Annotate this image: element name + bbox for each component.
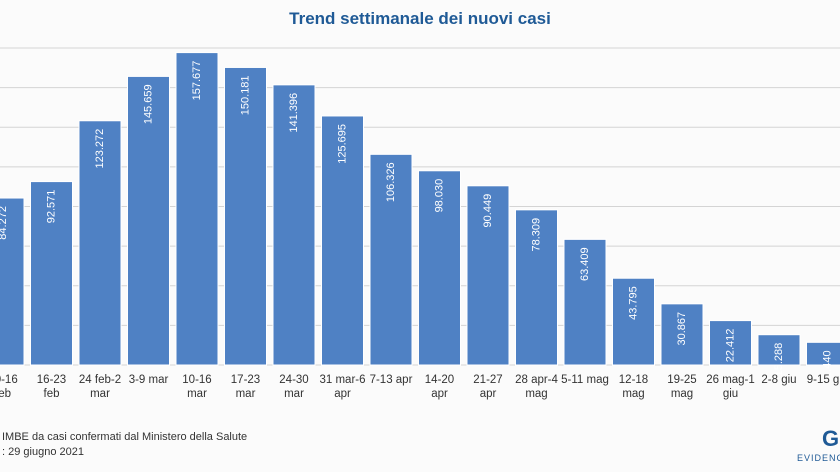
bar — [660, 303, 704, 366]
value-label: 145.659 — [142, 84, 154, 124]
bar — [806, 341, 840, 366]
x-tick-label: 3-9 mar — [129, 374, 169, 386]
x-tick-label: 24-30 mar — [279, 374, 308, 400]
chart-title: Trend settimanale dei nuovi casi — [289, 9, 551, 28]
value-label: 78.309 — [530, 218, 542, 252]
value-label: 84.272 — [0, 206, 9, 240]
value-label: 98.030 — [433, 179, 445, 213]
bar — [563, 238, 607, 366]
bar — [757, 334, 801, 366]
logo: GIMBE — [822, 426, 840, 451]
value-label: 15.288 — [773, 343, 785, 377]
value-label: 90.449 — [482, 194, 494, 228]
bar — [78, 120, 122, 366]
x-tick-label: 5-11 mag — [561, 374, 609, 386]
x-tick-label: 14-20 apr — [425, 374, 454, 400]
x-tick-label: 2-8 giu — [761, 374, 796, 386]
value-label: 11.440 — [821, 350, 833, 383]
x-tick-label: 19-25 mag — [667, 374, 696, 400]
value-label: 30.867 — [676, 312, 688, 346]
x-tick-label: 16-23 feb — [37, 374, 66, 400]
bar — [709, 320, 752, 366]
value-label: 123.272 — [94, 129, 106, 169]
value-label: 63.409 — [579, 247, 591, 281]
x-tick-label: 12-18 mag — [619, 374, 648, 400]
value-label: 106.326 — [385, 162, 397, 202]
x-tick-label: 28 apr-4 mag — [515, 374, 558, 400]
bar — [224, 66, 267, 366]
bar — [127, 75, 170, 366]
bar — [272, 84, 316, 366]
value-label: 92.571 — [45, 190, 57, 224]
x-tick-label: 10-16 mar — [182, 374, 211, 400]
value-label: 141.396 — [288, 93, 300, 133]
bar — [369, 153, 413, 366]
bar — [321, 115, 364, 366]
x-tick-label: 31 mar-6 apr — [319, 374, 365, 400]
bar — [515, 209, 558, 366]
bar — [612, 277, 655, 366]
x-tick-label: 7-13 apr — [370, 374, 413, 386]
bar — [30, 181, 73, 366]
x-tick-label: 17-23 mar — [231, 374, 260, 400]
x-tick-label: 9-15 giu — [807, 374, 840, 386]
source-line: : 29 giugno 2021 — [2, 446, 84, 458]
source-line: IMBE da casi confermati dal Ministero de… — [2, 431, 247, 443]
logo-sub: EVIDENCE — [797, 453, 840, 463]
value-label: 150.181 — [239, 75, 251, 115]
value-label: 22.412 — [724, 329, 736, 363]
x-tick-label: 26 mag-1 giu — [706, 374, 755, 400]
bar — [466, 185, 510, 366]
x-tick-label: 10-16feb — [0, 374, 18, 400]
bar — [175, 52, 219, 366]
value-label: 43.795 — [627, 286, 639, 320]
bar — [0, 197, 25, 366]
value-label: 125.695 — [336, 124, 348, 164]
x-tick-label: 21-27 apr — [473, 374, 502, 400]
x-tick-label: 24 feb-2 mar — [79, 374, 121, 400]
value-label: 157.677 — [191, 61, 203, 101]
bar — [418, 170, 461, 366]
